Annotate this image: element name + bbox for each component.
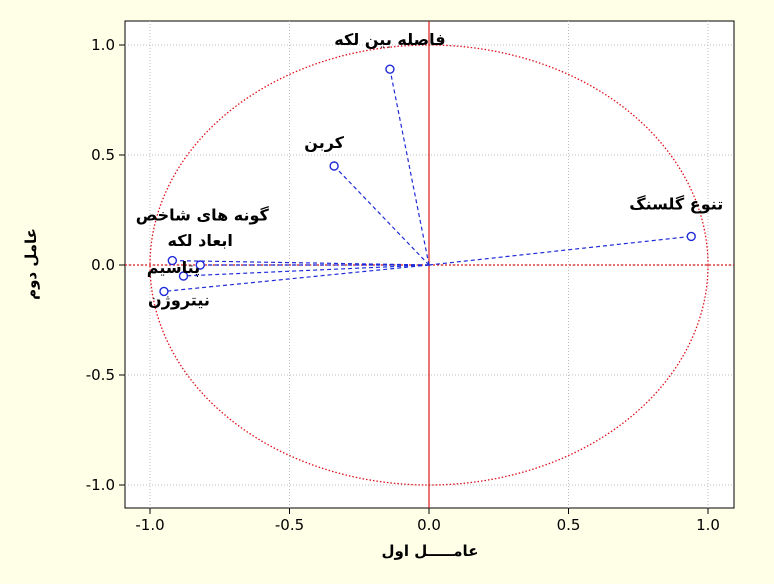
x-tick-label: 0.5: [557, 516, 581, 534]
point-label: کربن: [304, 133, 344, 152]
y-tick-label: 0.5: [91, 146, 115, 164]
y-tick-label: 1.0: [91, 36, 115, 54]
x-tick-label: -0.5: [275, 516, 304, 534]
point-label: پتاسیم: [147, 258, 200, 278]
data-point: [386, 65, 394, 73]
point-label: فاصله بین لکه: [334, 30, 445, 49]
data-point: [330, 162, 338, 170]
x-tick-label: -1.0: [135, 516, 164, 534]
y-axis-title: عامل دوم: [22, 228, 40, 300]
x-tick-label: 0.0: [417, 516, 441, 534]
point-label: تنوع گلسنگ: [629, 194, 723, 213]
x-tick-label: 1.0: [696, 516, 720, 534]
x-axis-title: عامـــــل اول: [382, 542, 479, 560]
y-tick-label: -0.5: [86, 366, 115, 384]
y-tick-label: 0.0: [91, 256, 115, 274]
point-label: ابعاد لکه: [168, 231, 233, 250]
point-label: گونه های شاخص: [136, 206, 270, 225]
point-label: نیتروژن: [148, 290, 210, 309]
y-tick-label: -1.0: [86, 476, 115, 494]
data-point: [687, 232, 695, 240]
